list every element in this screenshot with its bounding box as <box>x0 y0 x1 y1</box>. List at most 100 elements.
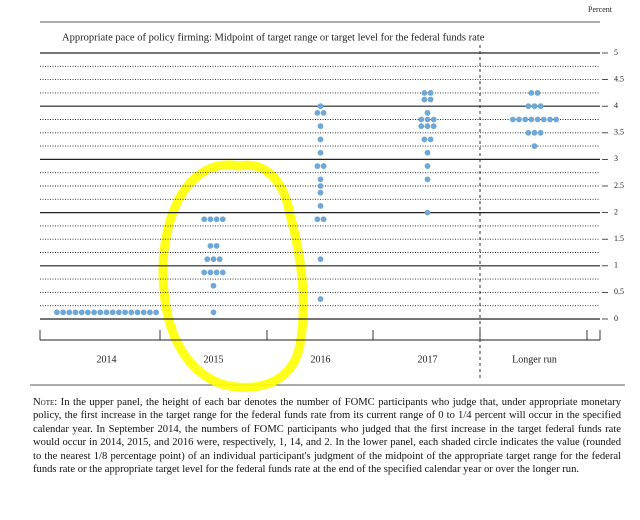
dot <box>424 149 431 156</box>
dot <box>213 242 220 249</box>
dot <box>210 282 217 289</box>
dot <box>531 143 538 150</box>
dot <box>60 309 66 316</box>
unit-label: Percent <box>588 5 613 14</box>
highlight-annotation <box>158 160 308 392</box>
y-tick-label: 5 <box>614 48 618 57</box>
dot <box>317 183 324 189</box>
dot <box>424 109 431 116</box>
dot <box>528 90 535 96</box>
dot <box>97 309 104 316</box>
dot <box>153 309 160 316</box>
x-tick-label: 2015 <box>204 354 224 365</box>
chart-title: Appropriate pace of policy firming: Midp… <box>62 32 485 43</box>
y-tick-label: 3 <box>614 154 618 163</box>
dot <box>201 216 208 223</box>
dot <box>147 309 153 316</box>
note-lead: Note: <box>33 397 58 408</box>
dot <box>317 256 324 263</box>
dot <box>66 309 73 316</box>
dot <box>78 309 85 316</box>
dot <box>547 116 553 123</box>
dot <box>317 189 324 196</box>
dot <box>424 176 431 183</box>
y-tick-label: 4 <box>614 101 618 110</box>
dot <box>216 256 223 263</box>
dot <box>314 163 321 169</box>
chart: Percent Appropriate pace of policy firmi… <box>30 5 625 392</box>
dot <box>531 129 538 136</box>
dot <box>317 176 324 183</box>
dot <box>109 309 116 316</box>
dot <box>134 309 141 316</box>
x-tick-label: 2017 <box>418 354 438 365</box>
dot <box>204 256 211 263</box>
dot <box>314 216 321 223</box>
dot <box>317 103 324 110</box>
y-tick-label: 1.5 <box>614 234 624 243</box>
dot <box>201 269 208 276</box>
dot <box>219 216 226 223</box>
dot <box>525 129 532 136</box>
dot <box>85 309 91 316</box>
dot <box>424 123 431 130</box>
dot <box>522 116 529 123</box>
dot <box>534 116 541 123</box>
dot <box>534 90 541 96</box>
y-tick-label: 4.5 <box>614 74 624 83</box>
dot <box>516 116 522 123</box>
dot <box>213 216 220 223</box>
dot <box>509 116 516 123</box>
dot <box>525 103 532 110</box>
dot <box>528 116 535 123</box>
dot <box>219 269 226 276</box>
dot <box>421 136 428 143</box>
note-text: In the upper panel, the height of each b… <box>33 397 622 476</box>
x-tick-label: 2014 <box>97 354 117 365</box>
y-tick-label: 2 <box>614 207 618 216</box>
dot <box>427 90 434 96</box>
dot <box>317 149 324 156</box>
dot <box>421 90 428 96</box>
dot <box>210 309 217 316</box>
dot <box>424 209 431 216</box>
dot <box>207 216 214 223</box>
dot <box>320 216 327 223</box>
dot <box>54 309 60 316</box>
dot <box>91 309 97 316</box>
dot <box>213 269 220 276</box>
dot <box>418 116 425 123</box>
dot <box>122 309 128 316</box>
y-tick-label: 0 <box>614 314 618 323</box>
dot <box>317 203 324 209</box>
dot <box>317 296 324 302</box>
y-tick-label: 1 <box>614 261 618 270</box>
dot <box>72 309 79 316</box>
dot <box>128 309 135 316</box>
y-tick-label: 0.5 <box>614 287 624 296</box>
dot <box>427 136 434 143</box>
x-tick-label: 2016 <box>311 354 331 365</box>
dot <box>210 256 217 263</box>
dot <box>553 116 560 123</box>
dot <box>317 123 324 130</box>
dot <box>430 123 437 130</box>
dot <box>421 96 428 103</box>
x-tick-label: Longer run <box>512 354 557 365</box>
dot <box>103 309 110 316</box>
y-tick-label: 2.5 <box>614 181 624 190</box>
dot <box>314 109 321 116</box>
dot <box>320 109 327 116</box>
dot <box>537 129 544 136</box>
dot <box>424 163 431 169</box>
dot <box>418 123 425 130</box>
dot <box>116 309 122 316</box>
dot <box>537 103 544 110</box>
dot <box>140 309 147 316</box>
y-tick-label: 3.5 <box>614 128 624 137</box>
note: Note: In the upper panel, the height of … <box>33 396 621 476</box>
dot <box>207 269 214 276</box>
dot <box>427 96 434 103</box>
dot <box>317 136 324 143</box>
